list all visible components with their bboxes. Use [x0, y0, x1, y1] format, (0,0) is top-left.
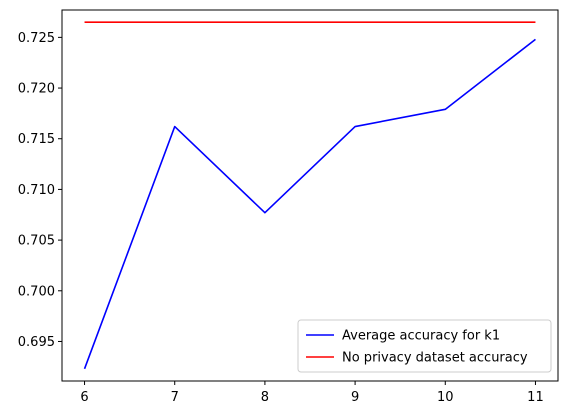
y-axis: 0.695 0.700 0.705 0.710 0.715 0.720 0.725 [18, 31, 62, 350]
y-tick-label: 0.695 [18, 335, 55, 350]
legend: Average accuracy for k1 No privacy datase… [297, 319, 552, 373]
x-tick-label: 8 [261, 390, 269, 405]
x-tick-label: 6 [80, 390, 88, 405]
legend-box [297, 319, 552, 373]
x-tick-label: 7 [171, 390, 179, 405]
legend-label-1: Average accuracy for k1 [342, 329, 500, 344]
y-tick-label: 0.700 [18, 284, 55, 299]
y-tick-label: 0.725 [18, 31, 55, 46]
plot-frame [61, 9, 559, 382]
y-tick-label: 0.715 [18, 132, 55, 147]
plot-background [62, 10, 558, 381]
y-tick-label: 0.720 [18, 82, 55, 97]
legend-label-2: No privacy dataset accuracy [342, 351, 528, 366]
y-tick-label: 0.705 [18, 234, 55, 249]
series-line-1 [83, 38, 536, 370]
x-tick-label: 11 [527, 390, 544, 405]
x-tick-label: 10 [437, 390, 454, 405]
x-axis: 6 7 8 9 10 11 [80, 381, 544, 405]
x-tick-label: 9 [351, 390, 359, 405]
series-lines [83, 21, 536, 370]
y-tick-label: 0.710 [18, 183, 55, 198]
